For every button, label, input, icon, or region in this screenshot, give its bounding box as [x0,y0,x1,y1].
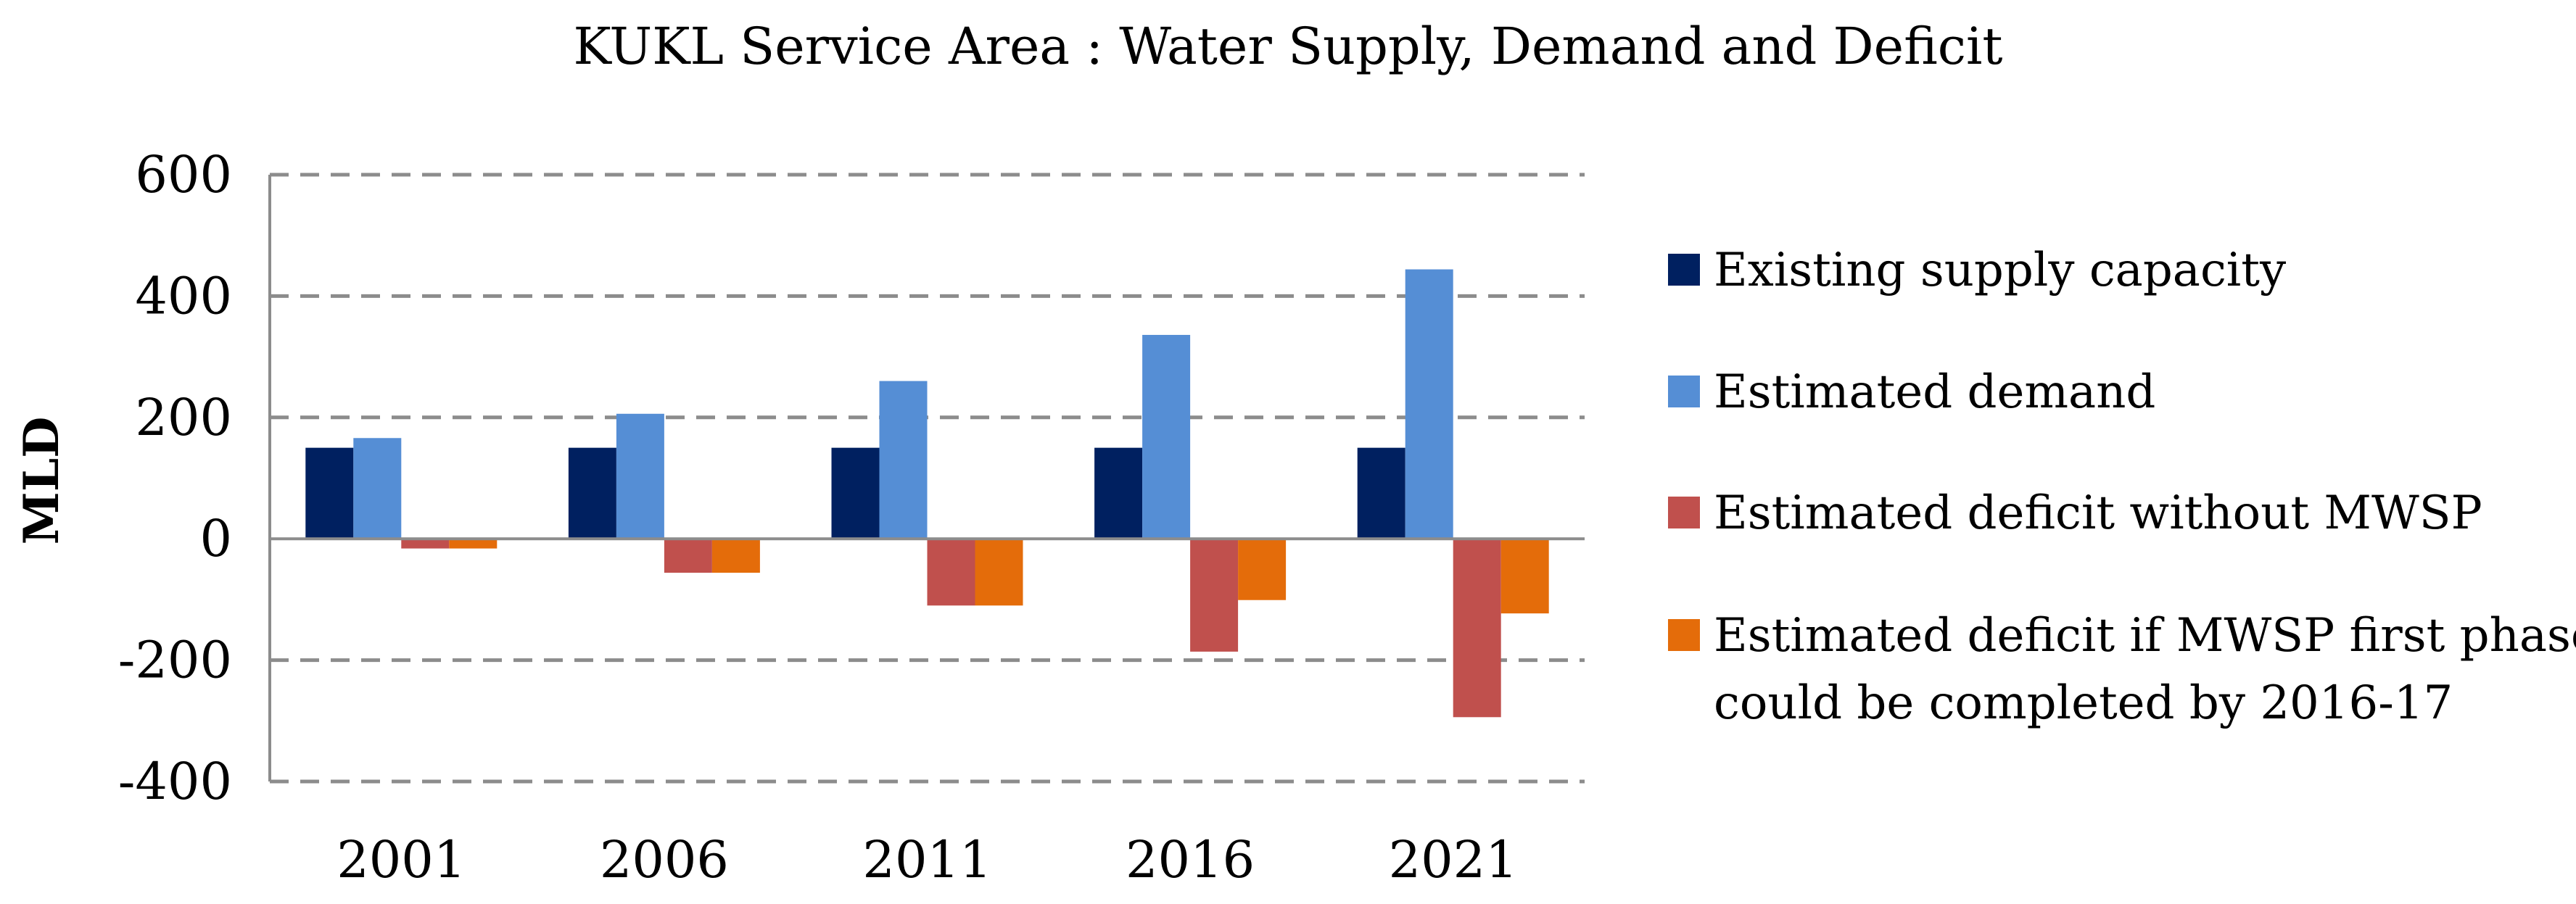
x-tick-label: 2001 [337,830,466,890]
x-tick-label: 2006 [600,830,729,890]
bar [305,447,354,539]
bar [1094,447,1143,539]
y-tick-label: 600 [135,145,232,204]
x-tick-label: 2016 [1126,830,1255,890]
legend-swatch [1668,254,1700,286]
legend-swatch [1668,376,1700,407]
legend: Existing supply capacity Estimated demand… [1668,244,2576,730]
bar [927,539,975,606]
bar [1190,539,1239,652]
axes: -400 -200 0 200 400 600 2001 2006 2011 2016 2021 [118,145,1585,890]
legend-label: could be completed by 2016-17 [1714,676,2453,730]
y-tick-label: 200 [135,388,232,447]
bar [879,381,928,539]
bar [353,438,402,539]
chart-title: KUKL Service Area : Water Supply, Demand… [573,17,2002,76]
bar [616,413,664,539]
x-tick-label: 2021 [1389,830,1518,890]
y-tick-label: 0 [199,509,232,568]
bar [401,539,450,549]
bar [1357,447,1405,539]
y-tick-label: -400 [118,752,232,811]
bar [1405,269,1453,539]
bars [305,269,1549,718]
legend-label: Existing supply capacity [1714,244,2286,297]
y-tick-label: 400 [135,266,232,325]
legend-label: Estimated deficit without MWSP [1714,486,2482,540]
legend-swatch [1668,619,1700,651]
bar [664,539,712,573]
bar [1142,334,1191,539]
legend-label: Estimated deficit if MWSP first phase [1714,609,2576,663]
bar [831,447,880,539]
x-tick-label: 2011 [862,830,991,890]
bar [568,447,616,539]
bar [711,539,760,573]
y-tick-label: -200 [118,631,232,690]
bar [1238,539,1287,600]
bar [449,539,498,549]
bar [1500,539,1549,614]
bar [975,539,1023,606]
y-axis-label: MLD [13,417,70,545]
bar [1453,539,1501,718]
legend-label: Estimated demand [1714,365,2155,419]
legend-swatch [1668,497,1700,528]
